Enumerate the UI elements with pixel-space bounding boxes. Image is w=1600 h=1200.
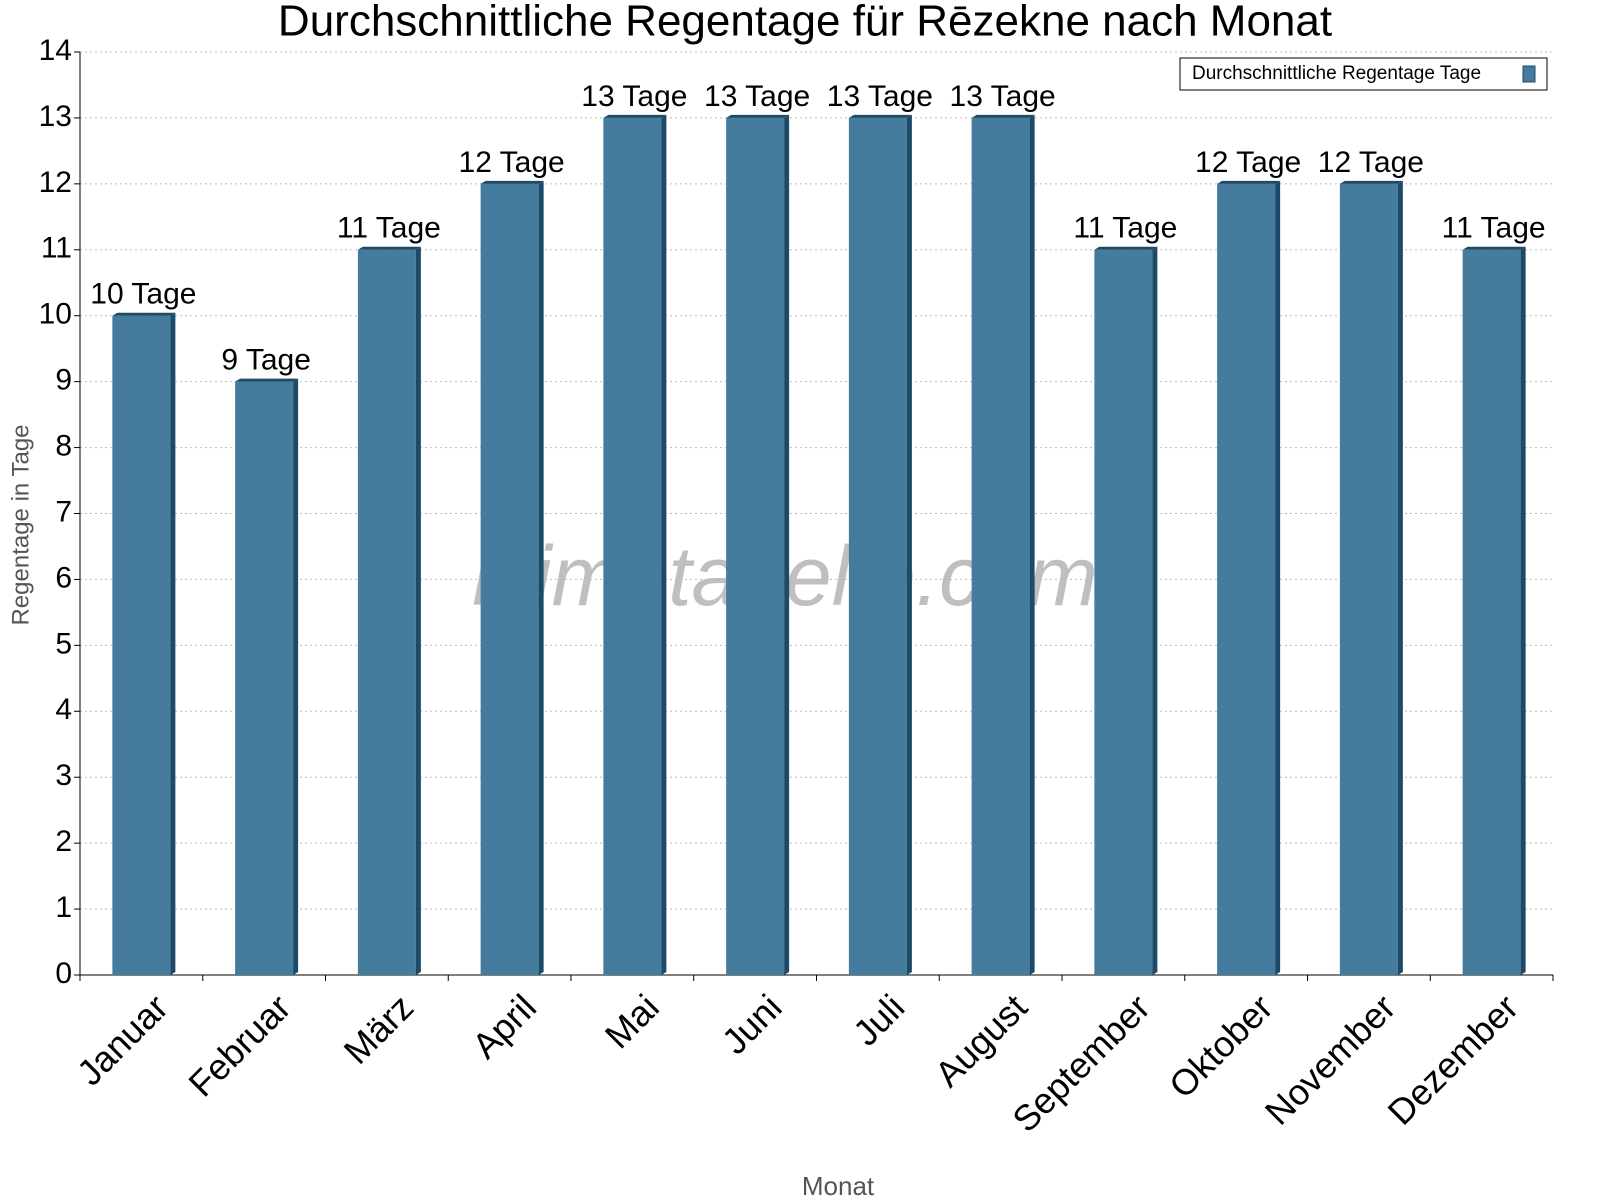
- bar-top: [971, 114, 1035, 118]
- y-tick-label: 8: [55, 429, 72, 462]
- bar-front: [1339, 183, 1398, 975]
- data-label: 12 Tage: [1318, 146, 1424, 179]
- bar-top: [235, 378, 299, 382]
- bar-front: [480, 183, 539, 975]
- bar-top: [848, 114, 912, 118]
- bar: [357, 246, 421, 976]
- x-tick-label: Februar: [180, 986, 298, 1104]
- bar-front: [1217, 183, 1276, 975]
- y-tick-label: 5: [55, 627, 72, 660]
- bar-side: [1029, 114, 1035, 975]
- bar-side: [538, 180, 544, 975]
- bar-top: [1217, 180, 1281, 184]
- x-tick-label: November: [1257, 986, 1403, 1132]
- bar-front: [848, 117, 907, 975]
- y-tick-label: 12: [39, 166, 72, 199]
- bar-side: [906, 114, 912, 975]
- y-tick-label: 3: [55, 759, 72, 792]
- bar-front: [1094, 249, 1153, 976]
- bar-side: [1152, 246, 1158, 976]
- bar-side: [784, 114, 790, 975]
- bar: [235, 378, 299, 976]
- y-axis-label: Regentage in Tage: [7, 424, 34, 625]
- bar-top: [603, 114, 667, 118]
- data-label: 11 Tage: [1073, 212, 1177, 245]
- bar-side: [661, 114, 667, 975]
- y-tick-label: 4: [55, 693, 72, 726]
- data-label: 9 Tage: [221, 344, 311, 377]
- x-tick-label: Oktober: [1161, 986, 1281, 1106]
- bar-front: [603, 117, 662, 975]
- chart-title: Durchschnittliche Regentage für Rēzekne …: [278, 0, 1332, 46]
- bar: [1094, 246, 1158, 976]
- bar-front: [112, 315, 171, 975]
- x-tick-label: März: [336, 986, 422, 1072]
- bar-side: [1275, 180, 1281, 975]
- data-label: 13 Tage: [950, 80, 1056, 113]
- x-tick-label: Dezember: [1380, 986, 1526, 1132]
- y-tick-label: 10: [39, 298, 72, 331]
- y-tick-label: 7: [55, 495, 72, 528]
- data-label: 13 Tage: [704, 80, 810, 113]
- bar: [1462, 246, 1526, 976]
- y-tick-label: 1: [55, 891, 72, 924]
- x-tick-label: Juni: [714, 986, 790, 1062]
- data-label: 10 Tage: [90, 278, 196, 311]
- bar: [726, 114, 790, 975]
- bar-top: [726, 114, 790, 118]
- bar-top: [1094, 246, 1158, 250]
- data-label: 12 Tage: [459, 146, 565, 179]
- y-tick-label: 6: [55, 561, 72, 594]
- bar-top: [1339, 180, 1403, 184]
- y-tick-label: 13: [39, 100, 72, 133]
- y-tick-label: 0: [55, 957, 72, 990]
- bar-front: [726, 117, 785, 975]
- y-tick-label: 11: [41, 232, 72, 265]
- bar-front: [235, 381, 294, 976]
- bar-side: [415, 246, 421, 976]
- bar-top: [112, 312, 176, 316]
- bar-side: [293, 378, 299, 976]
- bar: [1339, 180, 1403, 975]
- data-label: 13 Tage: [827, 80, 933, 113]
- y-tick-label: 9: [55, 364, 72, 397]
- bar-side: [170, 312, 176, 975]
- bar: [112, 312, 176, 975]
- bar-top: [357, 246, 421, 250]
- bar: [603, 114, 667, 975]
- y-tick-label: 14: [39, 34, 72, 67]
- x-axis-label: Monat: [802, 1171, 875, 1200]
- bar-front: [357, 249, 416, 976]
- bar-top: [480, 180, 544, 184]
- x-tick-label: August: [927, 986, 1035, 1094]
- data-label: 11 Tage: [1442, 212, 1546, 245]
- bar: [1217, 180, 1281, 975]
- x-tick-label: Mai: [597, 986, 667, 1056]
- bar: [480, 180, 544, 975]
- bar: [971, 114, 1035, 975]
- bar-side: [1397, 180, 1403, 975]
- data-label: 12 Tage: [1195, 146, 1301, 179]
- legend-box: [1179, 57, 1548, 91]
- bar-side: [1520, 246, 1526, 976]
- x-tick-label: Januar: [69, 986, 176, 1093]
- bar: [848, 114, 912, 975]
- bar-front: [1462, 249, 1521, 976]
- data-label: 11 Tage: [337, 212, 441, 245]
- data-label: 13 Tage: [581, 80, 687, 113]
- legend-label: Durchschnittliche Regentage Tage: [1192, 63, 1481, 84]
- y-tick-label: 2: [55, 825, 72, 858]
- legend-swatch: [1522, 65, 1536, 83]
- bar-top: [1462, 246, 1526, 250]
- x-tick-label: April: [464, 986, 544, 1066]
- x-tick-label: Juli: [845, 986, 912, 1053]
- bar-front: [971, 117, 1030, 975]
